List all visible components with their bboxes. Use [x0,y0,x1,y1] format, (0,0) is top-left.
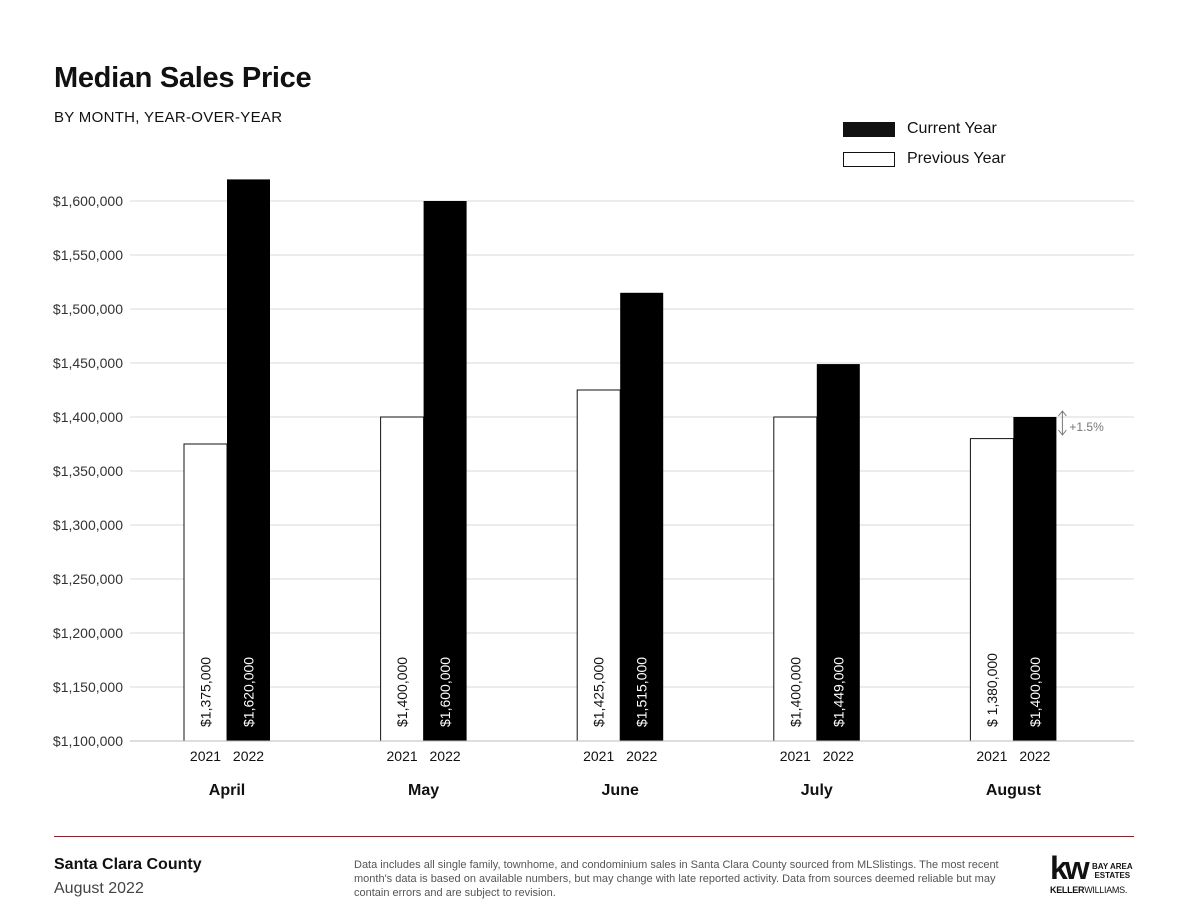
x-category-label: May [408,782,439,799]
bar-current-year [423,201,467,741]
data-label-current: $1,400,000 [1027,657,1043,727]
annotation-arrow-head-up [1058,410,1067,417]
footer-period: August 2022 [54,880,144,897]
logo-office-line2: ESTATES [1094,871,1131,880]
y-tick-label: $1,250,000 [53,571,123,587]
logo-office: BAY AREA ESTATES [1092,862,1133,880]
logo-brand: KELLERWILLIAMS. [1050,885,1127,895]
y-tick-label: $1,350,000 [53,463,123,479]
x-year-label: 2022 [823,748,854,764]
y-tick-label: $1,300,000 [53,517,123,533]
logo-brand-rest: WILLIAMS. [1084,885,1128,895]
logo-brand-bold: KELLER [1050,885,1085,895]
data-label-previous: $1,425,000 [591,657,607,727]
x-year-label: 2021 [387,748,418,764]
x-year-label: 2022 [626,748,657,764]
chart-subtitle: BY MONTH, YEAR-OVER-YEAR [54,109,283,126]
data-label-previous: $1,400,000 [394,657,410,727]
x-category-label: July [801,782,833,799]
footer-disclaimer: Data includes all single family, townhom… [354,859,999,899]
x-year-label: 2021 [976,748,1007,764]
data-label-current: $1,620,000 [241,657,257,727]
annotation-label: +1.5% [1069,420,1104,434]
x-year-label: 2022 [430,748,461,764]
legend-item-previous: Previous Year [843,144,1043,174]
brand-logo: kw BAY AREA ESTATES KELLERWILLIAMS. [1050,850,1136,896]
annotation-arrow-head-down [1058,429,1067,436]
data-label-previous: $1,400,000 [787,657,803,727]
footer-county: Santa Clara County [54,856,202,873]
bar-previous-year [183,443,228,742]
bar-chart: $1,100,000 $1,150,000 $1,200,000 $1,250,000… [53,179,1134,799]
bar-current-year [816,364,860,741]
x-category-label: June [602,782,639,799]
data-label-previous: $1,375,000 [198,657,214,727]
x-year-label: 2021 [583,748,614,764]
legend: Current Year Previous Year [843,114,1043,174]
bar-previous-year [969,438,1014,742]
y-tick-label: $1,450,000 [53,355,123,371]
y-tick-label: $1,200,000 [53,625,123,641]
legend-label-current: Current Year [907,120,997,137]
data-label-previous: $ 1,380,000 [984,653,1000,727]
bar-current-year [620,292,664,741]
bar-current-year [1013,417,1057,741]
data-label-current: $1,600,000 [437,657,453,727]
y-tick-label: $1,400,000 [53,409,123,425]
bar-previous-year [773,416,818,742]
x-category-label: April [209,782,245,799]
x-year-label: 2021 [780,748,811,764]
legend-item-current: Current Year [843,114,1043,144]
x-category-label: August [986,782,1042,799]
y-tick-label: $1,600,000 [53,193,123,209]
footer-divider [54,836,1134,837]
y-tick-label: $1,500,000 [53,301,123,317]
bar-current-year [227,179,270,741]
y-tick-label: $1,100,000 [53,733,123,749]
x-year-label: 2022 [1019,748,1050,764]
legend-swatch-current [843,121,895,137]
y-tick-label: $1,150,000 [53,679,123,695]
chart-title: Median Sales Price [54,62,312,94]
logo-mark: kw [1050,850,1090,886]
y-tick-label: $1,550,000 [53,247,123,263]
x-year-label: 2022 [233,748,264,764]
data-label-current: $1,449,000 [830,657,846,727]
data-label-current: $1,515,000 [634,657,650,727]
legend-label-previous: Previous Year [907,150,1006,167]
legend-swatch-previous [843,151,895,167]
x-year-label: 2021 [190,748,221,764]
logo-office-line1: BAY AREA [1092,862,1133,871]
